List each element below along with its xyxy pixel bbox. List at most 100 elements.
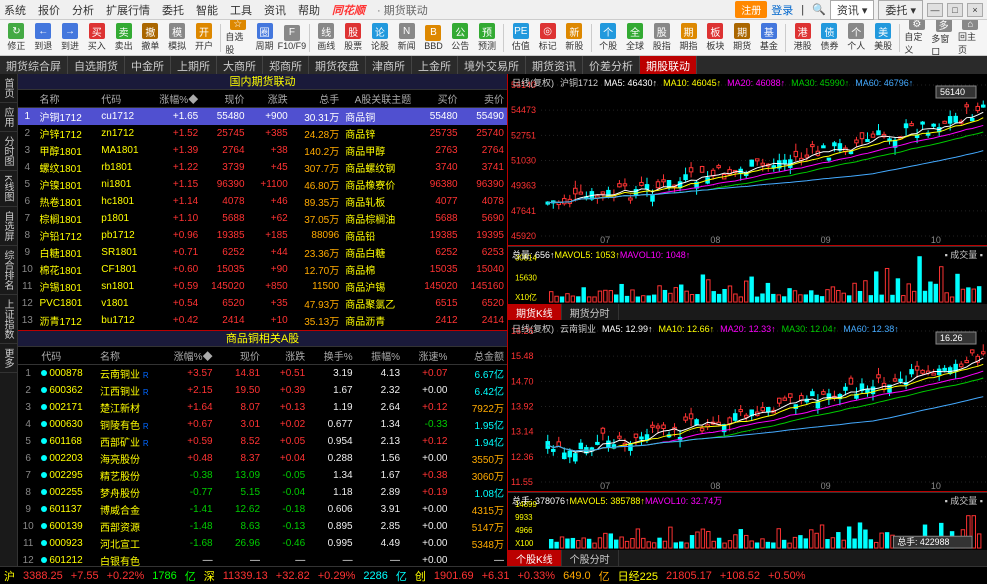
- futures-row[interactable]: 1沪铜1712cu1712 +1.6555480+900 30.31万商品铜55…: [18, 108, 507, 126]
- futures-row[interactable]: 6热卷1801hc1801 +1.144078+46 89.35万商品轧板407…: [18, 193, 507, 210]
- tool-港股[interactable]: 港港股: [790, 22, 815, 54]
- col-header[interactable]: 代码: [98, 90, 155, 108]
- stock-row[interactable]: 12 601212 白银有色 ——— ——+0.00—: [18, 552, 507, 566]
- market-tab[interactable]: 期货夜盘: [309, 56, 366, 74]
- col-header[interactable]: 涨跌: [263, 347, 308, 365]
- col-header[interactable]: [18, 347, 38, 365]
- tool-开户[interactable]: 开开户: [192, 22, 217, 54]
- stock-volume-chart[interactable]: 总手: 378076↑MAVOL5: 385788↑MAVOL10: 32.74…: [508, 492, 987, 550]
- market-tab[interactable]: 中金所: [125, 56, 171, 74]
- sidebar-item[interactable]: 分时图: [0, 132, 17, 171]
- tool-公告[interactable]: 公公告: [448, 22, 473, 54]
- futures-row[interactable]: 5沪镍1801ni1801 +1.1596390+1100 46.80万商品橡寮…: [18, 176, 507, 193]
- tool-BBD[interactable]: BBBD: [421, 22, 446, 54]
- sidebar-item[interactable]: 上证指数: [0, 295, 17, 344]
- tool-期指[interactable]: 期期指: [676, 22, 701, 54]
- market-tab[interactable]: 期股联动: [640, 56, 697, 74]
- futures-kline-chart[interactable]: 日线(复权)沪铜1712MA5: 46430↑MA10: 46045↑MA20:…: [508, 74, 987, 246]
- market-tab[interactable]: 自选期货: [68, 56, 125, 74]
- col-header[interactable]: 涨幅%◆: [155, 90, 201, 108]
- right-tab[interactable]: 委托 ▾: [878, 0, 923, 20]
- tool-个人[interactable]: 个个人: [844, 22, 869, 54]
- maximize-button[interactable]: □: [947, 3, 963, 17]
- stock-row[interactable]: 2 600362 江西铜业 R +2.1519.50+0.39 1.672.32…: [18, 382, 507, 399]
- stock-row[interactable]: 1 000878 云南铜业 R +3.5714.81+0.51 3.194.13…: [18, 365, 507, 383]
- minimize-button[interactable]: —: [927, 3, 943, 17]
- tool-期货[interactable]: 期期货: [730, 22, 755, 54]
- col-header[interactable]: 代码: [38, 347, 97, 365]
- stock-row[interactable]: 10 600139 西部资源 -1.488.63-0.13 0.8952.85+…: [18, 518, 507, 535]
- sidebar-item[interactable]: K线图: [0, 171, 17, 207]
- tool-模拟[interactable]: 模模拟: [165, 22, 190, 54]
- futures-row[interactable]: 3甲醇1801MA1801 +1.392764+38 140.2万商品甲醇276…: [18, 142, 507, 159]
- tool-周期[interactable]: 圈周期: [252, 22, 277, 54]
- tool-全球[interactable]: 全全球: [623, 22, 648, 54]
- tool-预测[interactable]: 预预测: [475, 22, 500, 54]
- market-tab[interactable]: 上金所: [412, 56, 458, 74]
- market-tab[interactable]: 境外交易所: [458, 56, 526, 74]
- tool-债券[interactable]: 债债券: [817, 22, 842, 54]
- tool-板块[interactable]: 板板块: [703, 22, 728, 54]
- tool-股指[interactable]: 股股指: [649, 22, 674, 54]
- tool-卖出[interactable]: 卖卖出: [111, 22, 136, 54]
- col-header[interactable]: 涨跌: [248, 90, 291, 108]
- tool-自选股[interactable]: ☆自选股: [225, 22, 250, 54]
- sidebar-item[interactable]: 自选屏: [0, 207, 17, 246]
- menu-item[interactable]: 分析: [72, 2, 94, 18]
- futures-row[interactable]: 4螺纹1801rb1801 +1.223739+45 307.7万商品螺纹钢37…: [18, 159, 507, 176]
- search-icon[interactable]: 🔍: [812, 3, 826, 16]
- col-header[interactable]: 总手: [291, 90, 342, 108]
- tool-自定义[interactable]: ⚙自定义: [904, 22, 929, 54]
- chart-tab[interactable]: 个股分时: [562, 550, 619, 566]
- col-header[interactable]: 总金额: [450, 347, 507, 365]
- register-button[interactable]: 注册: [735, 1, 767, 18]
- menu-item[interactable]: 系统: [4, 2, 26, 18]
- tool-估值[interactable]: PE估值: [508, 22, 533, 54]
- chart-tab[interactable]: 个股K线: [508, 550, 562, 566]
- stock-row[interactable]: 4 000630 铜陵有色 R +0.673.01+0.02 0.6771.34…: [18, 416, 507, 433]
- futures-volume-chart[interactable]: 总量: 656↑MAVOL5: 1053↑MAVOL10: 1048↑ ▪ 成交…: [508, 246, 987, 304]
- tool-撤单[interactable]: 撤撤单: [138, 22, 163, 54]
- futures-row[interactable]: 2沪锌1712zn1712 +1.5225745+385 24.28万商品锌25…: [18, 125, 507, 142]
- menu-item[interactable]: 报价: [38, 2, 60, 18]
- stock-row[interactable]: 9 601137 博威合金 -1.4112.62-0.18 0.6063.91+…: [18, 501, 507, 518]
- futures-row[interactable]: 8沪铅1712pb1712 +0.9619385+185 88096商品铅193…: [18, 227, 507, 244]
- chart-tab[interactable]: 期货分时: [562, 304, 619, 320]
- futures-row[interactable]: 9白糖1801SR1801 +0.716252+44 23.36万商品白糖625…: [18, 244, 507, 261]
- menu-item[interactable]: 帮助: [298, 2, 320, 18]
- market-tab[interactable]: 郑商所: [263, 56, 309, 74]
- menu-item[interactable]: 委托: [162, 2, 184, 18]
- futures-row[interactable]: 11沪锡1801sn1801 +0.59145020+850 11500商品沪锡…: [18, 278, 507, 295]
- tool-回主页[interactable]: ⌂回主页: [958, 22, 983, 54]
- market-tab[interactable]: 津商所: [366, 56, 412, 74]
- stock-row[interactable]: 7 002295 精艺股份 -0.3813.09-0.05 1.341.67+0…: [18, 467, 507, 484]
- col-header[interactable]: 振幅%: [356, 347, 403, 365]
- menu-item[interactable]: 资讯: [264, 2, 286, 18]
- col-header[interactable]: 现价: [201, 90, 247, 108]
- tool-个股[interactable]: 个个股: [596, 22, 621, 54]
- stock-row[interactable]: 6 002203 海亮股份 +0.488.37+0.04 0.2881.56+0…: [18, 450, 507, 467]
- tool-基金[interactable]: 基基金: [757, 22, 782, 54]
- futures-row[interactable]: 10棉花1801CF1801 +0.6015035+90 12.70万商品棉15…: [18, 261, 507, 278]
- menu-item[interactable]: 工具: [230, 2, 252, 18]
- tool-标记[interactable]: ◎标记: [535, 22, 560, 54]
- sidebar-item[interactable]: 应用: [0, 103, 17, 132]
- tool-修正[interactable]: ↻修正: [4, 22, 29, 54]
- tool-到进[interactable]: →到进: [58, 22, 83, 54]
- col-header[interactable]: 涨幅%◆: [165, 347, 216, 365]
- stock-row[interactable]: 3 002171 楚江新材 +1.648.07+0.13 1.192.64+0.…: [18, 399, 507, 416]
- col-header[interactable]: A股关联主题: [342, 90, 414, 108]
- futures-row[interactable]: 12PVC1801v1801 +0.546520+35 47.93万商品聚氯乙6…: [18, 295, 507, 312]
- right-tab[interactable]: 资讯 ▾: [830, 0, 875, 20]
- tool-新闻[interactable]: N新闻: [394, 22, 419, 54]
- menu-item[interactable]: 扩展行情: [106, 2, 150, 18]
- stock-kline-chart[interactable]: 日线(复权)云南铜业MA5: 12.99↑MA10: 12.66↑MA20: 1…: [508, 320, 987, 492]
- chart-tab[interactable]: 期货K线: [508, 304, 562, 320]
- col-header[interactable]: 涨速%: [403, 347, 450, 365]
- stock-row[interactable]: 5 601168 西部矿业 R +0.598.52+0.05 0.9542.13…: [18, 433, 507, 450]
- market-tab[interactable]: 价差分析: [583, 56, 640, 74]
- stock-row[interactable]: 11 000923 河北宣工 -1.6826.96-0.46 0.9954.49…: [18, 535, 507, 552]
- col-header[interactable]: 现价: [216, 347, 263, 365]
- futures-row[interactable]: 13沥青1712bu1712 +0.422414+10 35.13万商品沥青24…: [18, 312, 507, 329]
- tool-美股[interactable]: 美美股: [871, 22, 896, 54]
